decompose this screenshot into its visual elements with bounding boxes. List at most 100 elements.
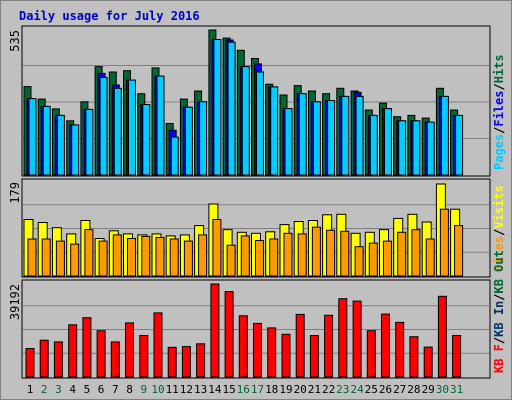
pages-bar — [440, 95, 449, 176]
middle-panel-max-label: 179 — [8, 182, 22, 204]
middle-panel: 179 Sites/Visits — [8, 178, 506, 278]
day-label: 24 — [350, 383, 364, 396]
pages-bar — [71, 124, 80, 176]
pages-bar — [184, 106, 193, 176]
day-label: 26 — [379, 383, 392, 396]
sites-bar — [112, 234, 122, 277]
legend-kb-out: KB Out — [492, 250, 506, 293]
day-label: 17 — [251, 383, 264, 396]
sites-bar — [439, 208, 449, 277]
kb-f-bar — [224, 291, 234, 378]
day-label: 3 — [55, 383, 62, 396]
bottom-panel-frame — [21, 279, 491, 379]
pages-bar — [341, 95, 350, 176]
day-label: 25 — [365, 383, 378, 396]
bottom-panel-max-label: 39192 — [8, 284, 22, 320]
top-panel-legend: Pages/Files/Hits — [492, 54, 506, 170]
sites-bar — [183, 240, 193, 277]
day-label: 18 — [265, 383, 278, 396]
sites-bar — [198, 234, 208, 277]
pages-bar — [426, 121, 435, 176]
day-label: 8 — [126, 383, 133, 396]
legend-files: Files — [492, 91, 506, 127]
top-panel-max-label: 535 — [8, 30, 22, 52]
pages-bar — [85, 108, 94, 176]
day-label: 21 — [308, 383, 321, 396]
sites-bar — [70, 243, 80, 277]
kb-f-bar — [82, 317, 92, 378]
sites-bar — [55, 240, 65, 277]
pages-bar — [355, 95, 364, 176]
pages-bar — [398, 120, 407, 176]
kb-f-bar — [423, 346, 433, 378]
legend-sep-4: / — [492, 337, 506, 344]
pages-bar — [42, 105, 51, 176]
sites-bar — [354, 246, 364, 277]
day-label: 28 — [407, 383, 420, 396]
sites-bar — [240, 235, 250, 277]
pages-bar — [199, 101, 208, 176]
pages-bar — [56, 114, 65, 176]
kb-f-bar — [395, 321, 405, 378]
day-label: 31 — [450, 383, 463, 396]
pages-bar — [412, 120, 421, 176]
day-label: 5 — [84, 383, 91, 396]
legend-kb-in: KB In — [492, 301, 506, 337]
day-label: 6 — [98, 383, 105, 396]
day-label: 12 — [180, 383, 193, 396]
legend-sep-2: / — [492, 83, 506, 90]
sites-bar — [84, 229, 94, 277]
sites-bar — [127, 238, 136, 277]
kb-f-bar — [125, 322, 134, 378]
legend-sep-1: / — [492, 127, 506, 134]
pages-bar — [369, 114, 378, 176]
legend-sep-3: / — [492, 229, 506, 236]
legend-pages: Pages — [492, 134, 506, 170]
kb-f-bar — [295, 313, 305, 378]
kb-f-bar — [181, 346, 191, 378]
pages-bar — [298, 93, 307, 176]
pages-bar — [284, 108, 293, 176]
pages-bar — [270, 86, 279, 176]
pages-bar — [113, 87, 122, 176]
day-label: 14 — [208, 383, 222, 396]
day-label: 19 — [279, 383, 292, 396]
day-label: 16 — [237, 383, 250, 396]
sites-bar — [169, 238, 179, 277]
sites-bar — [155, 237, 165, 277]
day-label: 4 — [69, 383, 76, 396]
pages-bar — [128, 79, 136, 176]
sites-bar — [425, 238, 435, 277]
kb-f-bar — [153, 312, 163, 378]
sites-bar — [383, 240, 392, 277]
sites-bar — [141, 235, 151, 277]
legend-kb-f: KB F — [492, 344, 506, 373]
day-label: 13 — [194, 383, 207, 396]
day-label: 1 — [27, 383, 34, 396]
bottom-panel-legend: KB F/KB In/KB Out — [492, 250, 506, 373]
kb-f-bar — [210, 283, 220, 378]
kb-f-bar — [39, 339, 49, 378]
sites-bar — [269, 238, 279, 277]
kb-f-bar — [110, 341, 120, 378]
sites-bar — [340, 230, 350, 277]
chart-title: Daily usage for July 2016 — [19, 9, 200, 23]
sites-bar — [41, 238, 51, 277]
day-label: 23 — [336, 383, 349, 396]
middle-panel-frame — [21, 178, 491, 278]
pages-bar — [227, 41, 236, 176]
pages-bar — [241, 66, 250, 176]
sites-bar — [212, 219, 222, 277]
kb-f-bar — [338, 298, 348, 378]
kb-f-bar — [366, 330, 376, 378]
bottom-panel: 39192 KB F/KB In/KB Out — [8, 250, 506, 379]
day-label: 7 — [112, 383, 119, 396]
day-label: 10 — [151, 383, 164, 396]
pages-bar — [327, 100, 336, 176]
pages-bar — [142, 104, 151, 176]
kb-f-bar — [324, 314, 334, 378]
day-label: 29 — [422, 383, 435, 396]
kb-f-bar — [53, 341, 63, 378]
pages-bar — [256, 71, 264, 176]
sites-bar — [397, 231, 407, 277]
